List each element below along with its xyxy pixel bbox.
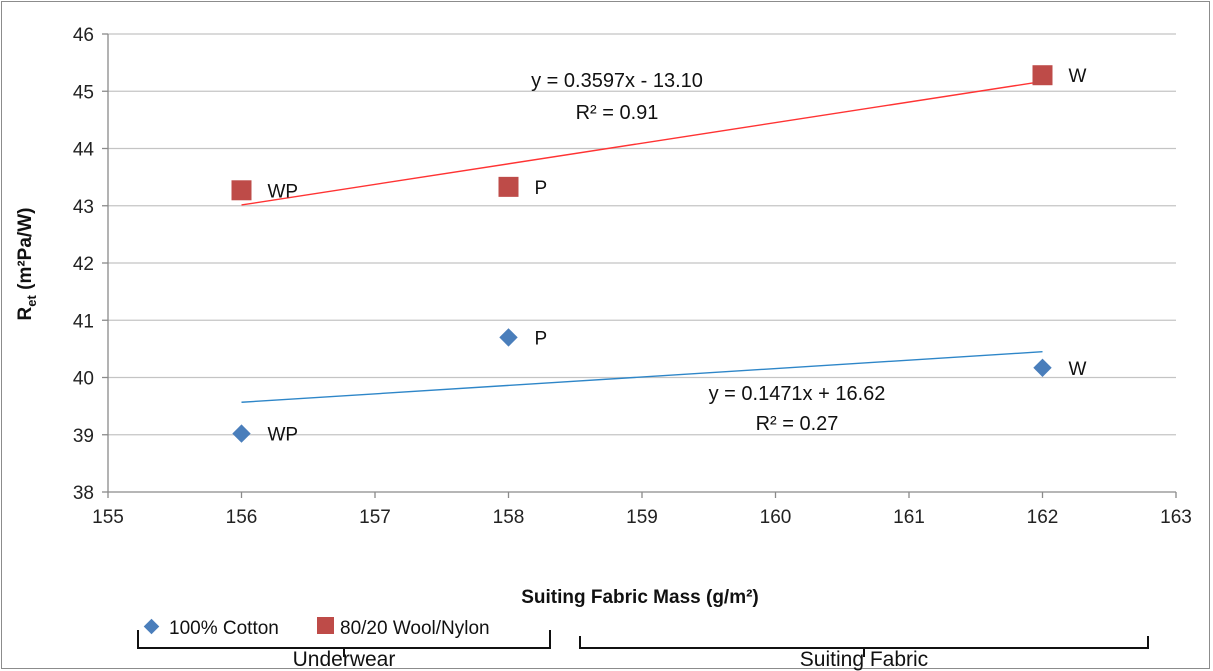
group-label-underwear: Underwear <box>293 648 396 671</box>
annotations: WP P Wy = 0.1471x + 16.62 R² = 0.27 WP P Wy = … <box>268 66 1087 445</box>
x-tick-label: 155 <box>92 507 124 528</box>
trendline-r2: R² = 0.91 <box>576 102 659 124</box>
data-point-square <box>231 180 252 201</box>
trendlines <box>241 80 1043 403</box>
y-axis-title-main: R <box>15 306 36 320</box>
x-tick-label: 158 <box>493 507 525 528</box>
x-tick-label: 159 <box>626 507 658 528</box>
data-points <box>231 65 1053 443</box>
x-tick-label: 163 <box>1160 507 1192 528</box>
trendline-1 <box>241 80 1043 206</box>
y-tick-label: 43 <box>73 197 94 218</box>
y-tick-label: 42 <box>73 254 94 275</box>
data-point-diamond <box>232 424 251 443</box>
x-tick-label: 156 <box>226 507 258 528</box>
y-tick-label: 45 <box>73 82 94 103</box>
gridlines <box>108 33 1176 436</box>
group-brackets: Underwear Suiting Fabric <box>137 630 1149 671</box>
x-tick-label: 160 <box>760 507 792 528</box>
data-point-square <box>498 176 519 197</box>
y-tick-label: 44 <box>73 140 95 161</box>
trendline-equation: y = 0.3597x - 13.10 <box>531 70 703 92</box>
y-tick-label: 38 <box>73 483 94 504</box>
bracket-suiting <box>579 636 1149 657</box>
data-point-label: W <box>1069 66 1087 87</box>
data-point-diamond <box>1033 358 1052 377</box>
y-tick-label: 39 <box>73 426 94 447</box>
data-point-label: WP <box>268 425 299 446</box>
data-point-diamond <box>499 328 518 347</box>
y-tick-label: 41 <box>73 311 94 332</box>
group-label-suiting: Suiting Fabric <box>800 648 928 671</box>
x-tick-label: 157 <box>359 507 391 528</box>
legend-marker-cotton <box>143 618 160 635</box>
data-point-label: W <box>1069 359 1087 380</box>
x-axis-title: Suiting Fabric Mass (g/m²) <box>521 587 759 608</box>
trendline-equation: y = 0.1471x + 16.62 <box>709 383 886 405</box>
trendline-0 <box>241 351 1043 403</box>
tick-labels: 38 39 40 41 42 43 44 45 46 155 156 157 158 159 160 161 1… <box>73 25 1192 528</box>
y-axis-title-rest: (m²Pa/W) <box>15 208 36 296</box>
legend: 100% Cotton 80/20 Wool/Nylon <box>143 617 490 639</box>
legend-marker-wool <box>317 617 334 634</box>
y-axis-title: Ret (m²Pa/W) <box>15 208 39 321</box>
axes <box>102 33 1177 498</box>
legend-label-wool: 80/20 Wool/Nylon <box>340 618 490 639</box>
x-tick-label: 161 <box>893 507 925 528</box>
data-point-label: WP <box>268 181 299 202</box>
trendline-r2: R² = 0.27 <box>756 413 839 435</box>
legend-label-cotton: 100% Cotton <box>169 618 279 639</box>
y-tick-label: 40 <box>73 369 94 390</box>
data-point-square <box>1032 65 1053 86</box>
data-point-label: P <box>535 178 548 199</box>
y-tick-label: 46 <box>73 25 94 46</box>
x-tick-label: 162 <box>1027 507 1059 528</box>
data-point-label: P <box>535 328 548 349</box>
y-axis-title-sub: et <box>24 294 39 306</box>
bracket-underwear <box>137 630 551 657</box>
